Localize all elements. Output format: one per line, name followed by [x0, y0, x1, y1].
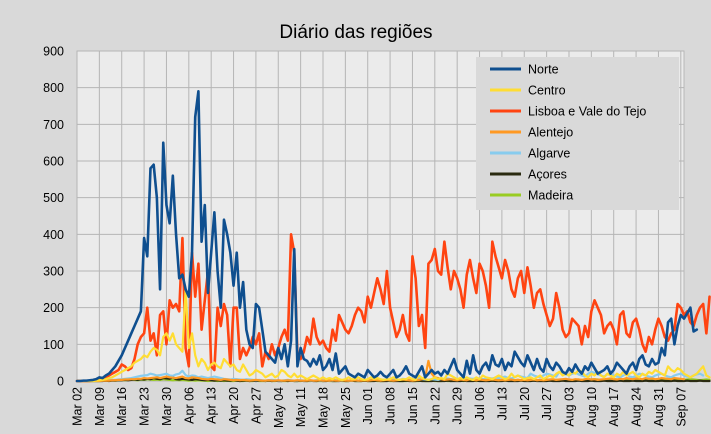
- x-tick-label: Jun 22: [428, 387, 442, 425]
- legend: Norte Centro Lisboa e Vale do Tejo Alentejo…: [476, 57, 679, 210]
- legend-label: Norte: [528, 63, 559, 77]
- series-line-alentejo: [75, 359, 686, 383]
- x-tick-label: Aug 31: [652, 387, 666, 427]
- x-tick-label: Aug 17: [607, 387, 621, 427]
- x-axis-ticks: Mar 02 Mar 09 Mar 16 Mar 23 Mar 30 Apr 06 Apr …: [71, 387, 689, 428]
- x-tick-label: May 18: [316, 387, 330, 428]
- y-tick-label: 900: [43, 45, 64, 59]
- x-tick-label: Jul 20: [518, 387, 532, 420]
- x-tick-label: Jun 15: [406, 387, 420, 425]
- legend-label: Lisboa e Vale do Tejo: [528, 105, 646, 119]
- legend-label: Algarve: [528, 147, 570, 161]
- x-tick-label: May 25: [339, 387, 353, 428]
- x-tick-label: Mar 02: [71, 387, 85, 426]
- legend-label: Centro: [528, 84, 566, 98]
- x-tick-label: Aug 10: [585, 387, 599, 427]
- y-tick-label: 300: [43, 265, 64, 279]
- x-tick-label: Mar 16: [115, 387, 129, 426]
- x-tick-label: Jun 29: [451, 387, 465, 425]
- x-tick-label: May 11: [294, 387, 308, 427]
- y-tick-label: 200: [43, 301, 64, 315]
- x-tick-label: Apr 13: [205, 387, 219, 424]
- y-tick-label: 0: [57, 375, 64, 389]
- y-tick-label: 100: [43, 338, 64, 352]
- x-tick-label: Apr 06: [182, 387, 196, 424]
- x-tick-label: May 04: [272, 387, 286, 428]
- x-tick-label: Mar 23: [138, 387, 152, 426]
- x-tick-label: Sep 07: [674, 387, 688, 427]
- y-axis-ticks: 0 100 200 300 400 500 600 700 800 900: [43, 45, 64, 389]
- series-line-norte: [75, 90, 699, 383]
- series-line-centro: [75, 288, 711, 383]
- x-tick-label: Apr 27: [249, 387, 263, 424]
- x-tick-label: Jun 01: [361, 387, 375, 425]
- y-tick-label: 800: [43, 81, 64, 95]
- x-tick-label: Aug 24: [630, 387, 644, 427]
- x-tick-label: Jul 13: [495, 387, 509, 420]
- x-tick-label: Mar 30: [160, 387, 174, 426]
- series-lines: [75, 90, 711, 383]
- x-tick-label: Apr 20: [227, 387, 241, 424]
- legend-label: Açores: [528, 168, 567, 182]
- x-tick-label: Jun 08: [384, 387, 398, 425]
- y-tick-label: 500: [43, 191, 64, 205]
- series-line-lisboa-e-vale-do-tejo: [75, 233, 711, 383]
- x-tick-label: Mar 09: [93, 387, 107, 426]
- x-tick-label: Aug 03: [562, 387, 576, 427]
- x-tick-label: Jul 27: [540, 387, 554, 420]
- legend-label: Alentejo: [528, 126, 573, 140]
- chart-title: Diário das regiões: [279, 22, 432, 43]
- legend-label: Madeira: [528, 189, 573, 203]
- y-tick-label: 700: [43, 118, 64, 132]
- x-tick-label: Jul 06: [473, 387, 487, 420]
- y-tick-label: 400: [43, 228, 64, 242]
- y-tick-label: 600: [43, 155, 64, 169]
